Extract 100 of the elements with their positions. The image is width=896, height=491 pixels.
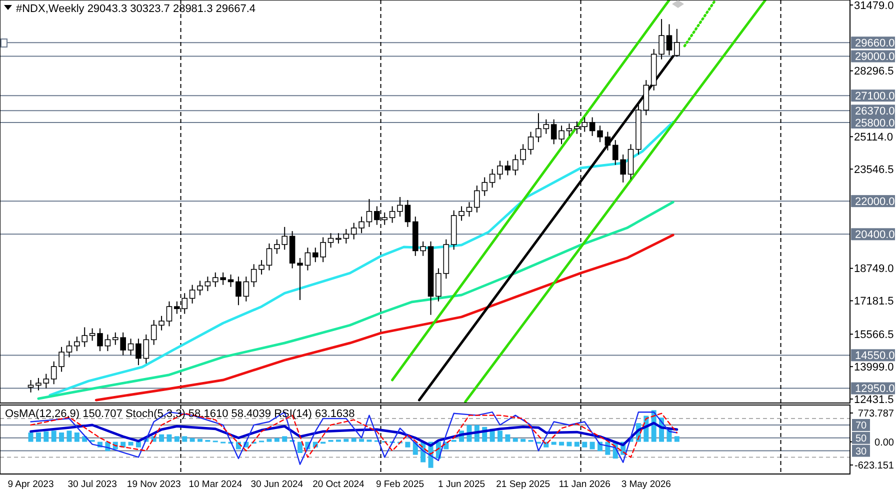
candlestick (43, 373, 50, 389)
bar (298, 442, 302, 453)
x-tick-label: 9 Feb 2025 (376, 479, 424, 490)
candlestick (66, 340, 72, 358)
ref-line-label: 29660.0 (855, 37, 895, 50)
y-tick-label: 0.00 (874, 437, 894, 448)
x-tick-label: 10 Mar 2024 (188, 479, 242, 490)
candlestick (658, 18, 664, 60)
bar (190, 438, 195, 442)
x-tick-label: 11 Jan 2026 (558, 479, 610, 490)
candlestick (528, 131, 534, 156)
candlestick (336, 232, 342, 244)
ref-line-label: 12950.0 (855, 383, 895, 396)
candlestick (328, 232, 334, 248)
x-tick-label: 1 Jun 2025 (438, 479, 486, 490)
y-tick-label: 25114.0 (854, 132, 893, 144)
bar (182, 436, 188, 442)
candlestick (150, 320, 157, 346)
bar (44, 431, 49, 442)
y-tick-label: 773.787 (858, 408, 894, 420)
y-tick-label: 12431.5 (854, 394, 894, 406)
candlestick (236, 276, 242, 306)
candlestick (189, 284, 196, 304)
bar (36, 432, 41, 442)
bar (174, 436, 180, 442)
candlestick (550, 118, 557, 145)
candlestick (97, 328, 103, 352)
x-tick-label: 3 May 2026 (621, 479, 671, 490)
y-tick-label: 23546.5 (854, 164, 894, 176)
bar (582, 442, 588, 448)
bar (520, 438, 526, 442)
y-tick-label: -623.151 (854, 460, 894, 472)
x-tick-label: 19 Nov 2023 (126, 479, 181, 490)
candlestick (536, 112, 542, 143)
candlestick (404, 200, 411, 228)
candlestick (597, 125, 603, 143)
y-tick-label: 31479.0 (854, 0, 894, 12)
candlestick (58, 346, 64, 372)
bar (59, 432, 64, 442)
candlestick (197, 280, 203, 296)
x-tick-label: 21 Sep 2025 (496, 479, 550, 490)
bar (266, 438, 272, 442)
candlestick (604, 131, 611, 151)
candlestick (558, 125, 564, 145)
candlestick (243, 276, 250, 302)
bar (505, 434, 510, 442)
ref-line-label: 27100.0 (855, 90, 895, 102)
candlestick (143, 334, 150, 364)
chart-title: #NDX,Weekly 29043.3 30323.7 28981.3 29667.4 (16, 3, 256, 15)
y2-tick-label: 50 (855, 433, 867, 444)
candlestick (543, 118, 550, 134)
x-tick-label: 20 Oct 2024 (312, 479, 364, 490)
ref-line-label: 22000.0 (855, 196, 895, 208)
line-series (94, 234, 674, 402)
bar (128, 442, 134, 446)
candlestick (358, 216, 364, 234)
candlestick (489, 168, 496, 188)
ref-line-label: 26370.0 (855, 106, 895, 118)
bar (574, 442, 580, 447)
candlestick (389, 206, 396, 224)
line-series (37, 200, 674, 400)
candlestick (136, 338, 142, 366)
line-series (48, 120, 674, 396)
x-tick-label: 30 Jun 2024 (250, 479, 304, 490)
y2-tick-label: 70 (855, 420, 867, 432)
bar (74, 432, 80, 442)
y-tick-label: 15566.5 (854, 329, 894, 342)
y-tick-label: 17181.5 (854, 296, 894, 308)
bar (559, 442, 564, 446)
bar (590, 442, 595, 450)
bar (282, 436, 288, 442)
y2-tick-label: 30 (855, 446, 867, 458)
bar (28, 432, 34, 442)
bar (351, 438, 356, 442)
candlestick (104, 334, 111, 352)
candlestick (204, 276, 211, 292)
x-tick-label: 9 Apr 2023 (8, 479, 54, 490)
candlestick (297, 257, 303, 300)
candlestick (304, 247, 311, 271)
bar (136, 442, 141, 448)
bar (498, 430, 502, 442)
bar (405, 442, 410, 448)
bar (674, 436, 680, 442)
candlestick (350, 222, 357, 240)
candlestick (89, 328, 96, 342)
bar (512, 438, 518, 442)
candlestick (466, 202, 472, 218)
bar (344, 438, 349, 442)
bar (274, 438, 280, 442)
candlestick (666, 24, 672, 56)
candlestick (589, 116, 596, 136)
ref-line-label: 25800.0 (855, 117, 895, 130)
bar (159, 434, 164, 442)
candlestick (158, 315, 164, 331)
candlestick (50, 360, 57, 385)
candlestick (504, 160, 511, 176)
candlestick (128, 338, 134, 356)
bar (566, 442, 572, 446)
candlestick (166, 300, 172, 327)
candlestick (397, 196, 403, 218)
